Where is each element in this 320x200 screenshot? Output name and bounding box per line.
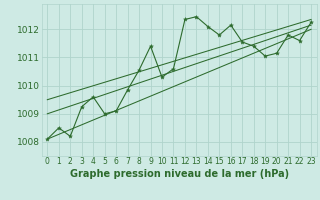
X-axis label: Graphe pression niveau de la mer (hPa): Graphe pression niveau de la mer (hPa) <box>70 169 289 179</box>
